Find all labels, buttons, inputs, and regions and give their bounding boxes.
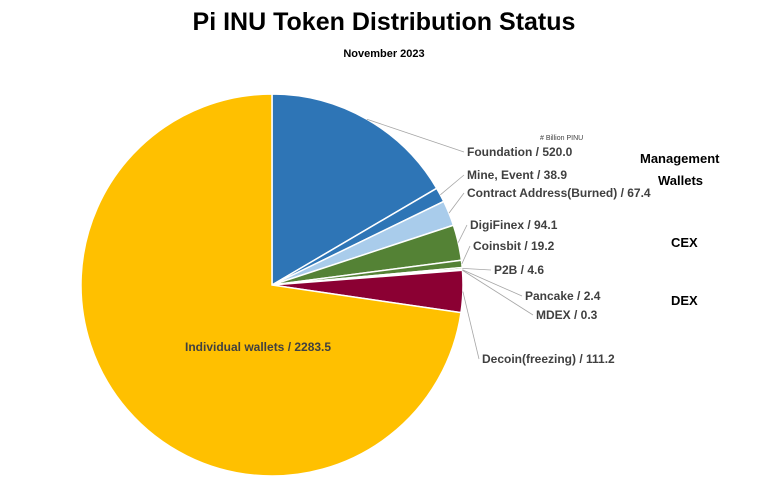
slice-label: P2B / 4.6: [494, 263, 544, 277]
leader-line: [440, 174, 465, 196]
group-label: DEX: [671, 293, 698, 308]
slice-label: Individual wallets / 2283.5: [185, 340, 331, 354]
leader-line: [462, 269, 534, 316]
leader-line: [462, 291, 480, 360]
slice-label: DigiFinex / 94.1: [470, 218, 558, 232]
group-label: CEX: [671, 235, 698, 250]
leader-line: [462, 269, 523, 297]
slice-label: Pancake / 2.4: [525, 289, 601, 303]
leader-line: [366, 118, 465, 153]
leader-line: [462, 268, 492, 271]
slice-label: Mine, Event / 38.9: [467, 168, 567, 182]
leader-line: [457, 224, 468, 243]
slice-label: Foundation / 520.0: [467, 145, 573, 159]
chart-subtitle: November 2023: [343, 48, 425, 60]
slice-label: MDEX / 0.3: [536, 308, 598, 322]
chart-title: Pi INU Token Distribution Status: [192, 8, 576, 36]
leader-line: [448, 192, 465, 214]
unit-note: # Billion PINU: [540, 135, 583, 142]
slice-label: Contract Address(Burned) / 67.4: [467, 186, 651, 200]
slice-label: Coinsbit / 19.2: [473, 239, 555, 253]
leader-line: [461, 245, 471, 265]
group-label: Wallets: [658, 173, 703, 188]
group-label: Management: [640, 151, 720, 166]
pie-slice: [80, 93, 462, 477]
slice-label: Decoin(freezing) / 111.2: [482, 352, 615, 366]
